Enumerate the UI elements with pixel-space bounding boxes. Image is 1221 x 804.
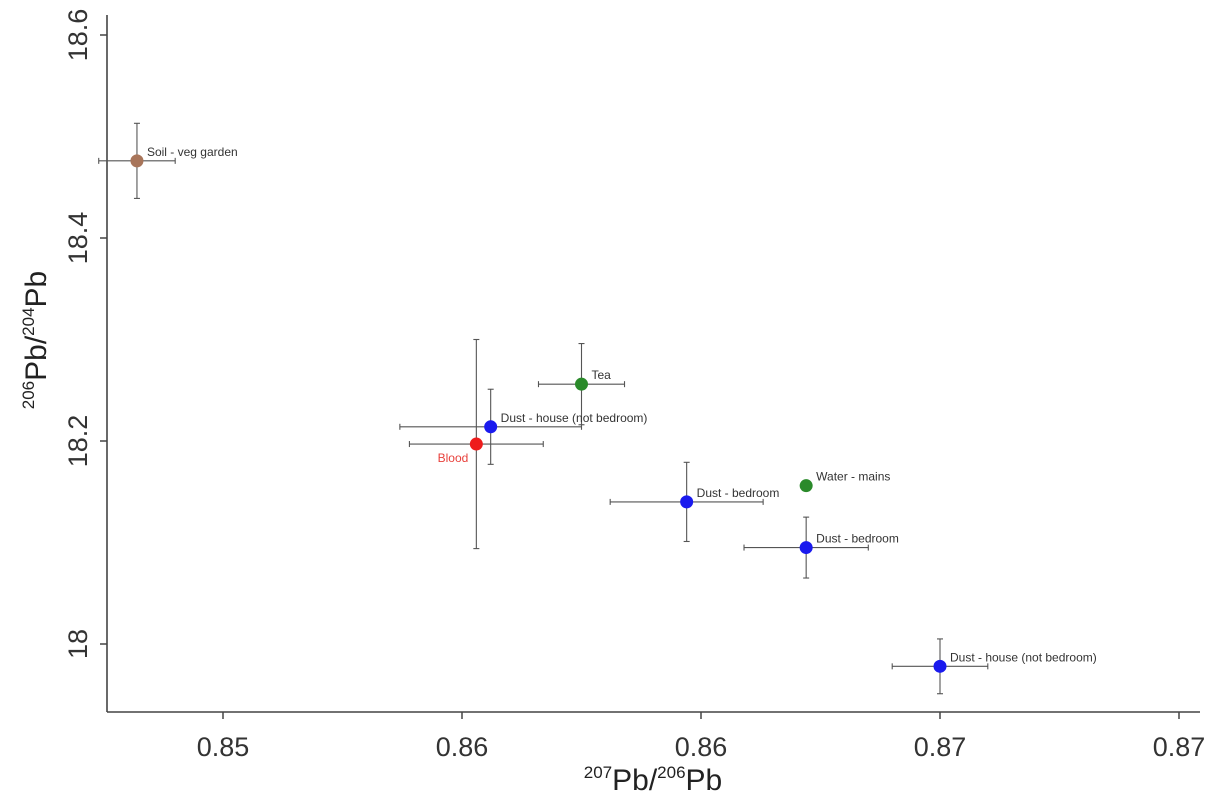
point-label: Water - mains <box>816 470 890 484</box>
y-ticks: 18 18.2 18.4 18.6 <box>63 9 107 659</box>
y-axis-title-base2: Pb <box>20 271 53 308</box>
x-axis-title-base2: Pb <box>686 764 723 797</box>
y-tick-label: 18.4 <box>63 212 93 265</box>
y-axis-title-sup1: 206 <box>19 381 38 409</box>
data-points <box>130 154 947 673</box>
point-labels: Soil - veg garden Tea Dust - house (not be… <box>147 145 1097 664</box>
data-point <box>484 420 498 434</box>
point-label: Tea <box>592 368 612 382</box>
x-tick-label: 0.86 <box>436 732 489 762</box>
data-point <box>799 479 813 493</box>
x-tick-label: 0.86 <box>675 732 728 762</box>
point-label: Dust - bedroom <box>816 532 899 546</box>
y-axis-title: 206Pb/204Pb <box>19 271 53 409</box>
point-label: Soil - veg garden <box>147 145 238 159</box>
axes <box>106 15 1200 713</box>
error-bars <box>98 122 989 695</box>
x-ticks: 0.85 0.86 0.86 0.87 0.87 <box>197 712 1206 762</box>
x-axis-title-sup2: 206 <box>657 763 685 782</box>
y-tick-label: 18 <box>63 629 93 659</box>
y-tick-label: 18.6 <box>63 9 93 62</box>
x-axis-title-sup1: 207 <box>584 763 612 782</box>
point-label: Dust - house (not bedroom) <box>950 650 1097 664</box>
x-tick-label: 0.85 <box>197 732 250 762</box>
x-tick-label: 0.87 <box>914 732 967 762</box>
x-axis-title-base1: Pb/ <box>612 764 658 797</box>
data-point <box>469 437 483 451</box>
x-tick-label: 0.87 <box>1153 732 1206 762</box>
y-axis-title-base1: Pb/ <box>20 335 53 381</box>
data-point <box>575 377 588 391</box>
point-label: Dust - bedroom <box>697 486 780 500</box>
point-label: Blood <box>438 451 469 465</box>
x-axis-title: 207Pb/206Pb <box>584 763 722 797</box>
data-point <box>130 154 144 168</box>
data-point <box>933 659 947 673</box>
data-point <box>680 495 694 509</box>
y-tick-label: 18.2 <box>63 415 93 468</box>
point-label: Dust - house (not bedroom) <box>501 411 648 425</box>
y-axis-title-sup2: 204 <box>19 307 38 335</box>
data-point <box>799 541 813 555</box>
